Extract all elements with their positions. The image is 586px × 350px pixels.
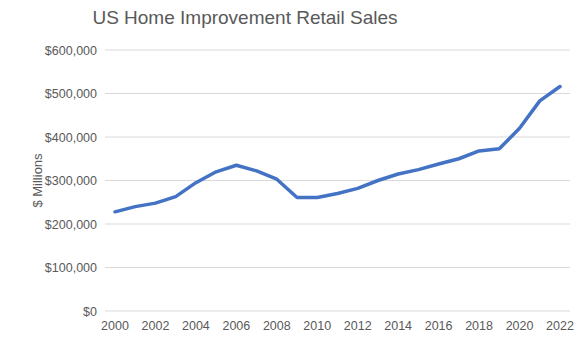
x-tick-label: 2002: [142, 319, 170, 333]
data-line: [115, 87, 560, 212]
y-tick-label: $300,000: [45, 174, 97, 188]
y-tick-label: $500,000: [45, 87, 97, 101]
data-group: [115, 87, 560, 212]
x-tick-label: 2008: [263, 319, 291, 333]
x-tick-label: 2018: [465, 319, 493, 333]
y-tick-label: $0: [83, 305, 97, 319]
x-tick-label: 2004: [182, 319, 210, 333]
x-tick-label: 2016: [425, 319, 453, 333]
x-tick-label: 2012: [344, 319, 372, 333]
x-tick-label: 2006: [222, 319, 250, 333]
chart-title: US Home Improvement Retail Sales: [92, 7, 397, 28]
x-tick-label: 2020: [506, 319, 534, 333]
chart-svg: US Home Improvement Retail Sales $ Millio…: [0, 0, 586, 350]
chart-container: US Home Improvement Retail Sales $ Millio…: [0, 0, 586, 350]
x-tick-label: 2000: [101, 319, 129, 333]
y-tick-label: $600,000: [45, 44, 97, 58]
grid-line: [105, 224, 570, 225]
x-tick-label: 2022: [546, 319, 574, 333]
grid-line: [105, 137, 570, 138]
grid-line: [105, 180, 570, 181]
grid-line: [105, 267, 570, 268]
grid-line: [105, 311, 570, 312]
y-tick-label: $200,000: [45, 218, 97, 232]
y-axis-label: $ Millions: [30, 153, 45, 208]
x-tick-label: 2010: [303, 319, 331, 333]
grid-line: [105, 93, 570, 94]
y-tick-label: $100,000: [45, 261, 97, 275]
y-tick-label: $400,000: [45, 131, 97, 145]
grid: [105, 50, 570, 311]
x-tick-label: 2014: [384, 319, 412, 333]
grid-line: [105, 50, 570, 51]
